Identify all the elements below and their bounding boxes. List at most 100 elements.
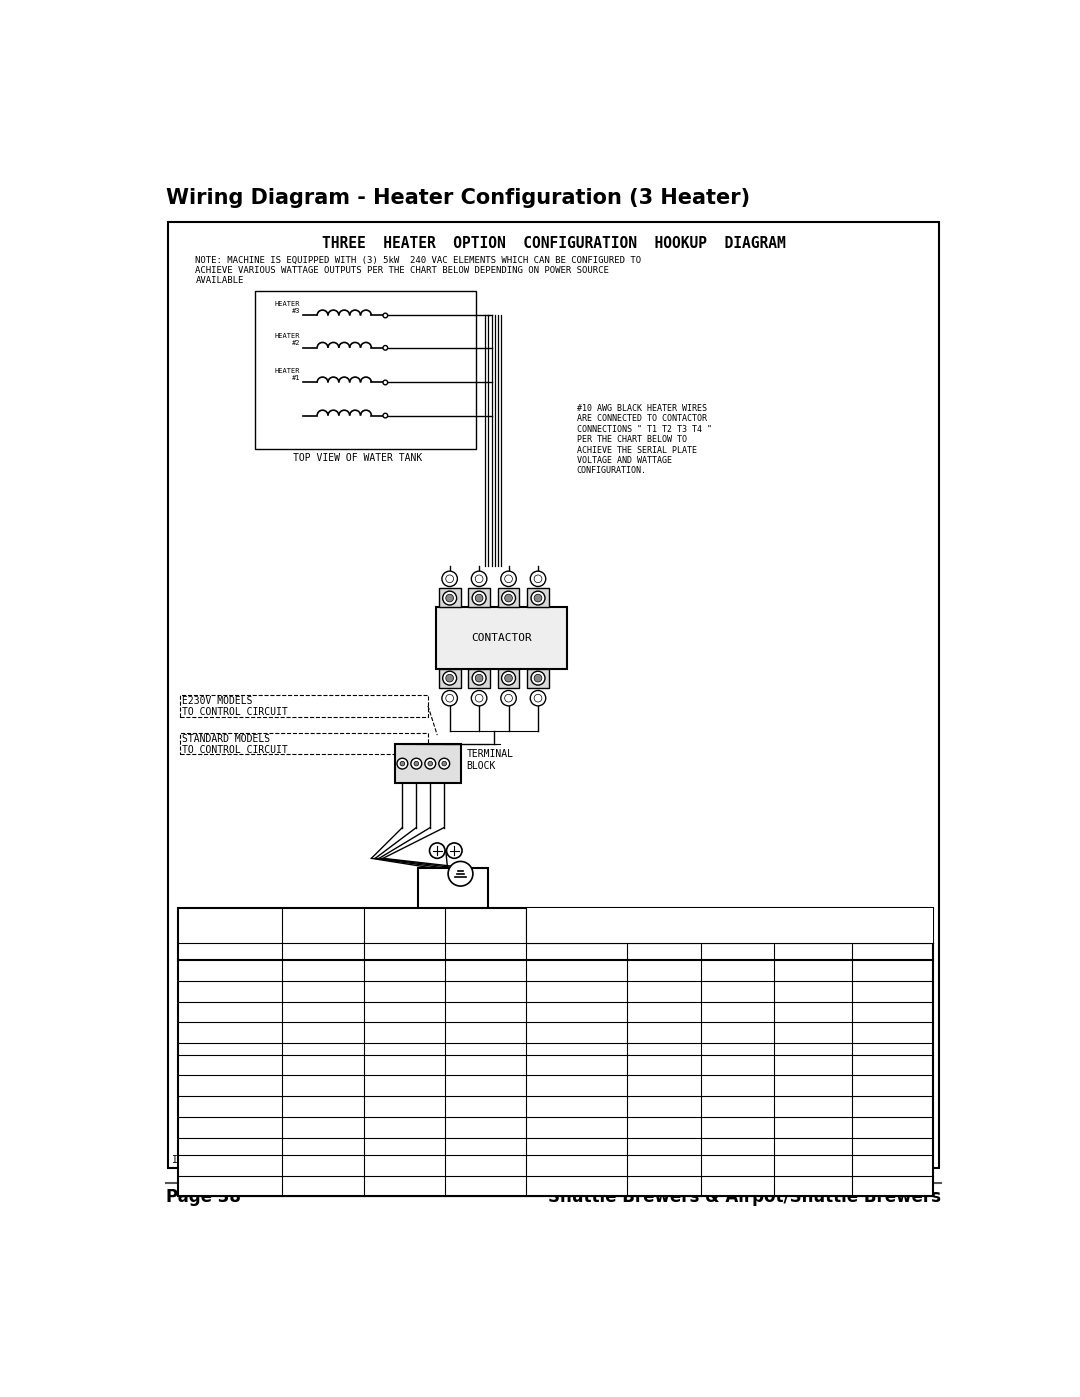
Text: 1,3: 1,3 [729, 1123, 745, 1132]
Bar [180, 733, 428, 754]
Text: 1878: 1878 [393, 986, 415, 996]
Circle shape [472, 591, 486, 605]
Circle shape [383, 345, 388, 351]
Text: T4: T4 [532, 574, 543, 583]
Text: VOLTAGE: VOLTAGE [306, 921, 340, 930]
Text: Wiring Diagram - Heater Configuration (3 Heater): Wiring Diagram - Heater Configuration (3… [166, 187, 751, 208]
Text: THREE  HEATER  OPTION  CONFIGURATION  HOOKUP  DIAGRAM: THREE HEATER OPTION CONFIGURATION HOOKUP… [322, 236, 785, 251]
Text: THREE PHASE  (DELTA CONFIGURATION): THREE PHASE (DELTA CONFIGURATION) [184, 1161, 366, 1169]
Circle shape [442, 690, 458, 705]
Text: 2500: 2500 [393, 1081, 415, 1091]
Text: T4: T4 [888, 947, 897, 956]
Circle shape [531, 591, 545, 605]
Text: AMPS: AMPS [475, 921, 496, 930]
Text: T3: T3 [503, 574, 514, 583]
Text: E230V MODELS
TO CONTROL CIRCUIT: E230V MODELS TO CONTROL CIRCUIT [181, 696, 287, 718]
Text: 3,3: 3,3 [885, 1007, 901, 1017]
Text: 36: 36 [481, 1045, 491, 1053]
Circle shape [475, 576, 483, 583]
Bar [418, 868, 488, 914]
Circle shape [410, 759, 422, 768]
Circle shape [448, 862, 473, 886]
Text: 208: 208 [315, 1007, 330, 1017]
Text: 9: 9 [483, 986, 488, 996]
Text: 1.5: 1.5 [221, 1028, 238, 1037]
Text: L4: L4 [532, 694, 543, 703]
Text: 1,3: 1,3 [729, 1028, 745, 1037]
Bar [180, 696, 428, 717]
Circle shape [428, 761, 433, 766]
Text: 5633: 5633 [393, 1028, 415, 1037]
Bar [435, 608, 567, 669]
Text: 1: 1 [734, 1007, 740, 1017]
Text: 2: 2 [734, 1081, 740, 1091]
Text: 7511: 7511 [393, 1045, 415, 1053]
Text: 3756: 3756 [393, 1007, 415, 1017]
Circle shape [443, 671, 457, 685]
Text: CONNECT NUMBERED HEATER WIRES TO: CONNECT NUMBERED HEATER WIRES TO [650, 916, 810, 926]
Circle shape [501, 690, 516, 705]
Text: 1: 1 [227, 1102, 232, 1111]
Text: 1,2: 1,2 [805, 986, 821, 996]
Circle shape [530, 571, 545, 587]
Bar [527, 588, 549, 608]
Text: 2: 2 [734, 986, 740, 996]
Circle shape [383, 313, 388, 317]
Text: Shuttle Brewers & Airpot/Shuttle Brewers: Shuttle Brewers & Airpot/Shuttle Brewers [548, 1187, 941, 1206]
Text: Page 38: Page 38 [166, 1187, 241, 1206]
Text: CONTACTOR: CONTACTOR [471, 633, 532, 643]
Text: NOTE: MACHINE IS EQUIPPED WITH (3) 5kW  240 VAC ELEMENTS WHICH CAN BE CONFIGURED: NOTE: MACHINE IS EQUIPPED WITH (3) 5kW 2… [195, 256, 642, 265]
Bar [177, 908, 933, 1196]
Text: 208: 208 [315, 1182, 330, 1190]
Text: 1: 1 [227, 1007, 232, 1017]
Circle shape [501, 591, 515, 605]
Text: 1,2: 1,2 [656, 1028, 672, 1037]
Circle shape [446, 694, 454, 703]
Text: –: – [890, 1182, 895, 1190]
Bar [469, 588, 490, 608]
Text: 240: 240 [315, 1081, 330, 1091]
Text: 3,3: 3,3 [885, 1102, 901, 1111]
Text: 208: 208 [315, 986, 330, 996]
Circle shape [442, 571, 458, 587]
Text: 3: 3 [227, 1182, 232, 1190]
Bar [438, 588, 460, 608]
Text: –: – [890, 1141, 895, 1151]
Text: 2,3: 2,3 [805, 1123, 821, 1132]
Text: T2: T2 [732, 947, 743, 956]
Text: TERMINAL
BLOCK: TERMINAL BLOCK [467, 749, 514, 771]
Circle shape [446, 675, 454, 682]
Circle shape [504, 694, 512, 703]
Text: 2,2: 2,2 [805, 1007, 821, 1017]
Text: 208: 208 [315, 1045, 330, 1053]
Text: 1,2: 1,2 [656, 1123, 672, 1132]
Circle shape [535, 594, 542, 602]
Text: L1: L1 [444, 694, 455, 703]
Text: 1,2: 1,2 [656, 1045, 672, 1053]
Text: POWER
SUPPLY: POWER SUPPLY [435, 916, 471, 939]
Text: 42: 42 [481, 1141, 491, 1151]
Text: –: – [890, 1123, 895, 1132]
Text: 10: 10 [481, 1081, 491, 1091]
Circle shape [383, 414, 388, 418]
Text: L2: L2 [474, 694, 485, 703]
Circle shape [471, 571, 487, 587]
Circle shape [383, 380, 388, 384]
Text: 1,2: 1,2 [656, 1141, 672, 1151]
Circle shape [400, 761, 405, 766]
Text: T3: T3 [808, 947, 819, 956]
Text: L3: L3 [503, 694, 514, 703]
Circle shape [472, 671, 486, 685]
Circle shape [475, 675, 483, 682]
Text: 18: 18 [481, 1007, 491, 1017]
Text: 32: 32 [481, 1182, 491, 1190]
Text: 3,3: 3,3 [885, 986, 901, 996]
Bar [498, 669, 519, 689]
Text: CONTACTOR TERMINALS PER CHART BELOW: CONTACTOR TERMINALS PER CHART BELOW [643, 926, 818, 935]
Circle shape [397, 759, 408, 768]
Circle shape [475, 694, 483, 703]
Text: 240: 240 [315, 1102, 330, 1111]
Circle shape [501, 671, 515, 685]
Text: 2,3: 2,3 [805, 1028, 821, 1037]
Circle shape [446, 594, 454, 602]
